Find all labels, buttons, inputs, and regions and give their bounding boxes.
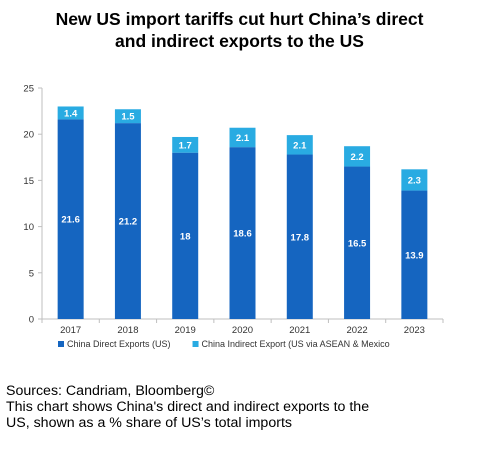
- x-tick-label: 2020: [232, 325, 253, 336]
- y-tick-label: 25: [23, 84, 34, 95]
- x-tick-label: 2018: [117, 325, 138, 336]
- data-label-direct: 16.5: [348, 238, 367, 249]
- data-label-indirect: 1.7: [179, 140, 192, 151]
- bar-indirect-exports: [229, 127, 256, 148]
- data-label-indirect: 2.1: [293, 140, 307, 151]
- y-tick-label: 5: [29, 268, 34, 279]
- bar-direct-exports: [286, 154, 313, 319]
- bar-direct-exports: [172, 152, 199, 319]
- y-tick-label: 0: [29, 315, 34, 326]
- data-label-indirect: 2.3: [408, 175, 421, 186]
- data-label-indirect: 1.4: [64, 108, 78, 119]
- bar-direct-exports: [114, 123, 141, 319]
- bar-indirect-exports: [172, 136, 199, 153]
- data-label-direct: 18.6: [233, 229, 252, 240]
- y-tick-label: 10: [23, 222, 34, 233]
- bar-indirect-exports: [344, 146, 371, 167]
- data-label-indirect: 2.1: [236, 133, 250, 144]
- title-line-1: New US import tariffs cut hurt China’s d…: [55, 9, 424, 29]
- data-label-indirect: 2.2: [350, 152, 363, 163]
- bar-direct-exports: [57, 119, 84, 319]
- data-label-direct: 17.8: [291, 232, 310, 243]
- x-tick-label: 2022: [347, 325, 368, 336]
- bar-indirect-exports: [57, 106, 84, 120]
- bar-indirect-exports: [401, 169, 428, 191]
- stacked-bar-chart: 0 5 10 15 20 25 2017 2018 2019 2020 2021 2022 2023 21…: [23, 84, 444, 349]
- x-tick-label: 2017: [60, 325, 81, 336]
- description-line-1: This chart shows China's direct and indi…: [6, 399, 370, 415]
- data-label-indirect: 1.5: [121, 112, 135, 123]
- x-tick-label: 2023: [404, 325, 425, 336]
- y-tick-label: 15: [23, 176, 34, 187]
- data-label-direct: 18: [180, 231, 191, 242]
- source-note: Sources: Candriam, Bloomberg©: [6, 383, 215, 399]
- bar-direct-exports: [401, 190, 428, 319]
- legend-swatch-direct: [58, 341, 64, 347]
- x-tick-label: 2019: [175, 325, 196, 336]
- title-line-2: and indirect exports to the US: [115, 31, 364, 51]
- bar-direct-exports: [229, 147, 256, 319]
- bar-direct-exports: [344, 166, 371, 319]
- legend-label-indirect: China Indirect Export (US via ASEAN & Me…: [202, 339, 390, 349]
- chart-title: New US import tariffs cut hurt China’s d…: [0, 8, 479, 52]
- chart-notes: Sources: Candriam, Bloomberg© This chart…: [6, 383, 476, 431]
- description-line-2: US, shown as a % share of US’s total imp…: [6, 415, 292, 431]
- data-label-direct: 21.6: [61, 215, 80, 226]
- data-label-direct: 13.9: [405, 250, 424, 261]
- x-tick-label: 2021: [289, 325, 310, 336]
- bar-indirect-exports: [286, 135, 313, 155]
- y-tick-label: 20: [23, 130, 34, 141]
- bar-indirect-exports: [114, 109, 141, 124]
- legend-swatch-indirect: [192, 341, 199, 347]
- legend-label-direct: China Direct Exports (US): [67, 339, 171, 349]
- data-label-direct: 21.2: [119, 217, 138, 228]
